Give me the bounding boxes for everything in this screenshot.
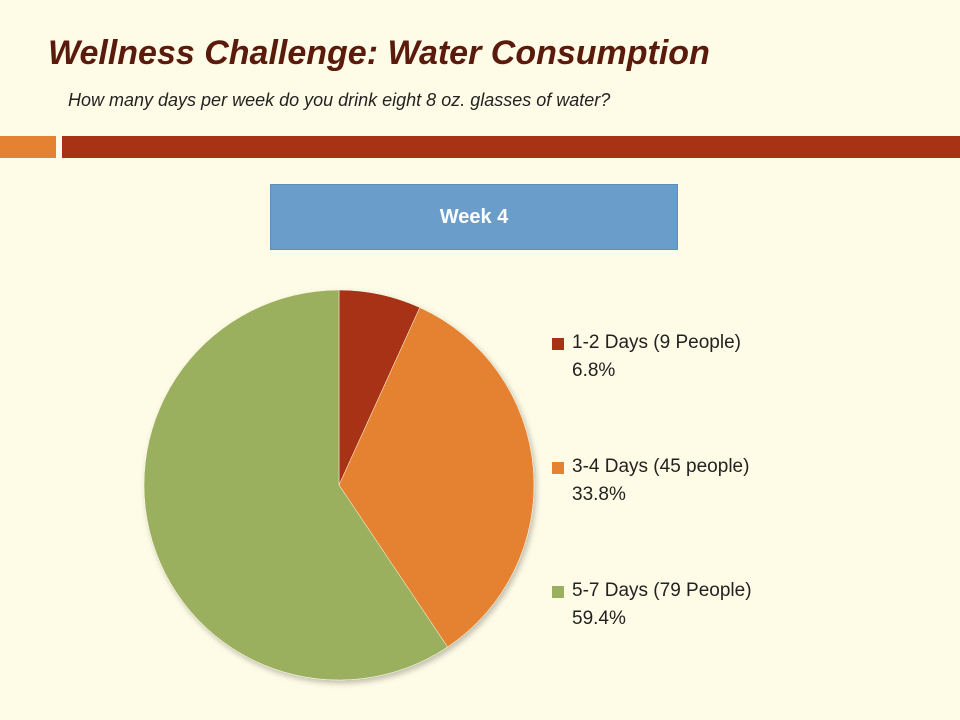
pie-slice	[338, 307, 535, 648]
slide-title: Wellness Challenge: Water Consumption	[48, 34, 710, 72]
legend-label: 1-2 Days (9 People)	[572, 332, 741, 353]
legend-label: 5-7 Days (79 People)	[572, 580, 752, 601]
chart-title: Week 4	[439, 205, 509, 228]
slide-subtitle: How many days per week do you drink eigh…	[68, 90, 611, 110]
legend-swatch	[552, 338, 564, 350]
accent-bar-right	[62, 136, 960, 158]
legend-swatch	[552, 586, 564, 598]
legend-percent: 33.8%	[572, 484, 626, 505]
legend-swatch	[552, 462, 564, 474]
legend-label: 3-4 Days (45 people)	[572, 456, 750, 477]
legend-percent: 59.4%	[572, 608, 626, 629]
pie-slice	[143, 289, 448, 681]
legend-percent: 6.8%	[572, 360, 616, 381]
accent-bar-left	[0, 136, 56, 158]
chart-title-box: Week 4	[270, 184, 678, 250]
